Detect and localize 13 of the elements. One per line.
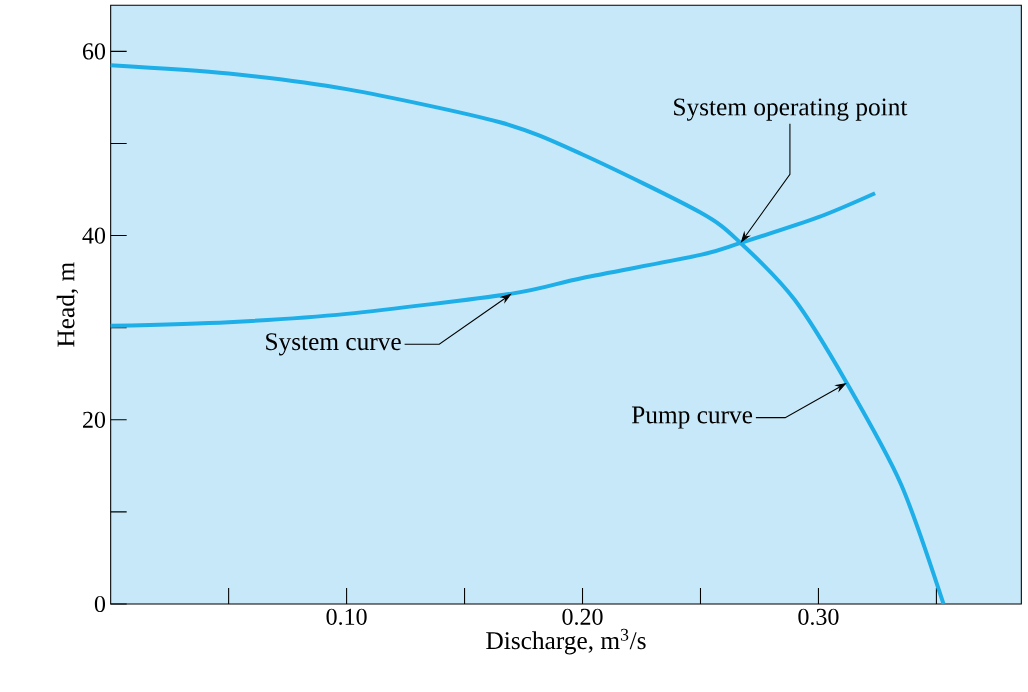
- y-tick-label: 60: [82, 43, 106, 60]
- x-axis-title: Discharge, m$^{3}$/s: [486, 628, 646, 655]
- y-tick-label: 40: [82, 227, 106, 244]
- line-series: [108, 63, 946, 606]
- annotation: Pump curve: [631, 406, 753, 429]
- x-tick-label: 0.20: [562, 608, 603, 625]
- y-tick-label: 0: [94, 595, 106, 613]
- y-tick-label: 20: [83, 411, 106, 428]
- annotation: System operating point: [674, 98, 908, 121]
- x-tick-label: 0.30: [798, 608, 839, 625]
- x-tick-label: 0.10: [326, 608, 367, 625]
- y-axis-title: Head, m: [56, 262, 79, 347]
- annotation: System curve: [266, 333, 401, 356]
